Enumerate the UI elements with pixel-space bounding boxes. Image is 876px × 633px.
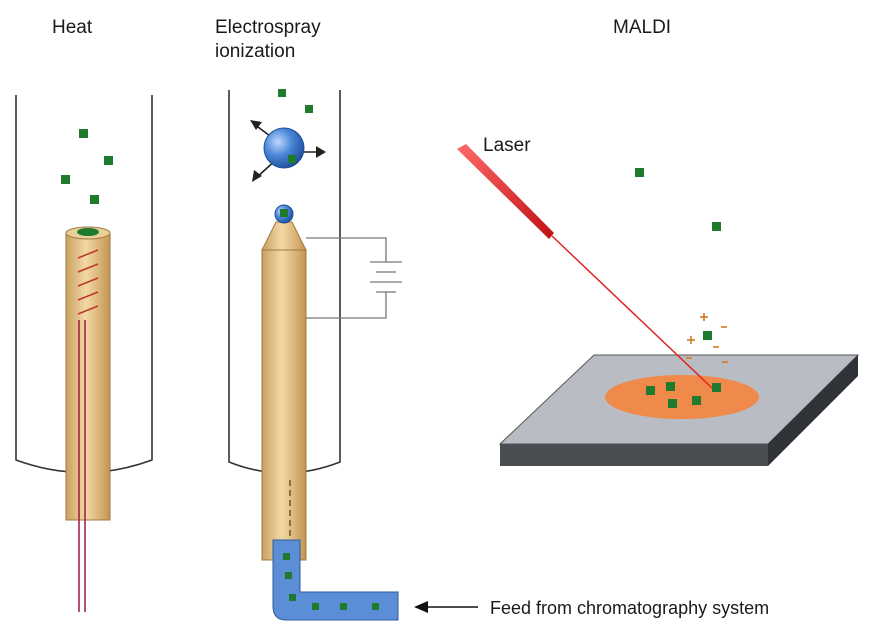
ion (79, 129, 88, 138)
voltage-circuit (306, 237, 402, 319)
feed-tube (272, 539, 399, 621)
ion (646, 386, 655, 395)
electrospray-label: Electrospray (215, 17, 321, 38)
matrix-spot (605, 375, 759, 419)
charge-marks (686, 313, 728, 363)
ion (635, 168, 644, 177)
ion (712, 383, 721, 392)
laser-label: Laser (483, 135, 531, 156)
ion (288, 155, 296, 163)
heat-ions (61, 129, 113, 204)
maldi-label: MALDI (613, 17, 672, 38)
ion (90, 195, 99, 204)
ion (668, 399, 677, 408)
feed-label: Feed from chromatography system (490, 598, 770, 618)
heat-label: Heat (52, 17, 93, 38)
ion (305, 105, 313, 113)
ion (712, 222, 721, 231)
ion (703, 331, 712, 340)
heat-needle (65, 226, 111, 521)
charged-droplet (250, 120, 326, 182)
maldi-desorbed-ions (635, 168, 721, 340)
heater-coil (77, 249, 99, 315)
ion (289, 594, 296, 601)
electrospray-source (228, 89, 478, 621)
electrospray-label-line2: ionization (215, 41, 296, 62)
ion (692, 396, 701, 405)
laser-beam (457, 144, 713, 389)
esi-ions (278, 89, 313, 113)
heat-source (15, 95, 153, 612)
ion (280, 209, 288, 217)
ion (278, 89, 286, 97)
ion (61, 175, 70, 184)
ion (340, 603, 347, 610)
ion (104, 156, 113, 165)
maldi-source (457, 144, 860, 466)
ion (372, 603, 379, 610)
ion (285, 572, 292, 579)
maldi-spot-ions (646, 382, 721, 408)
ion (283, 553, 290, 560)
ion (312, 603, 319, 610)
ion (666, 382, 675, 391)
heat-wires (78, 320, 86, 612)
feed-arrow (414, 601, 478, 613)
esi-needle (261, 221, 307, 561)
